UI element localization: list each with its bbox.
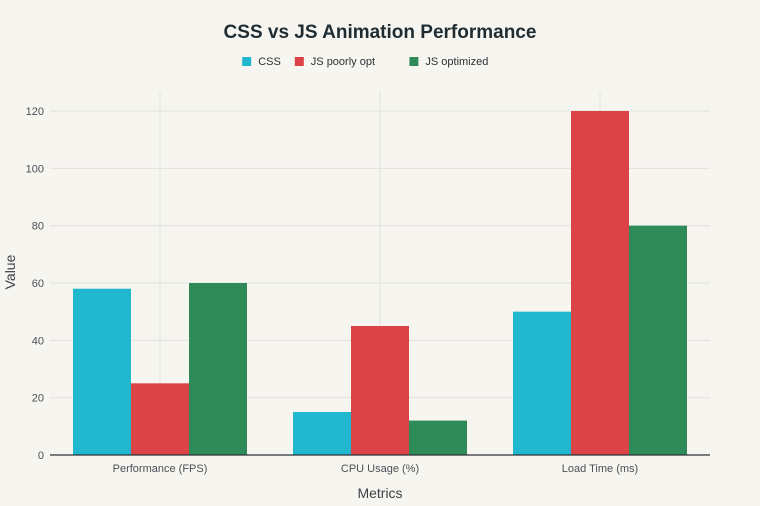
legend-item[interactable]: CSS bbox=[242, 56, 281, 68]
chart-title: CSS vs JS Animation Performance bbox=[224, 22, 537, 43]
y-tick-label: 60 bbox=[32, 278, 44, 290]
y-tick-label: 40 bbox=[32, 335, 44, 347]
bar bbox=[571, 111, 629, 455]
y-tick-label: 120 bbox=[26, 106, 44, 118]
y-tick-label: 0 bbox=[38, 450, 44, 462]
bar bbox=[629, 225, 687, 455]
legend-swatch bbox=[242, 57, 252, 66]
legend-label: CSS bbox=[258, 56, 281, 68]
bar bbox=[513, 311, 571, 455]
x-tick-label: Performance (FPS) bbox=[113, 463, 208, 475]
bar bbox=[131, 383, 189, 455]
axes: 0 20 40 60 80 100 120 Performance (FPS) CPU Usag… bbox=[26, 106, 710, 475]
bar bbox=[189, 283, 247, 455]
y-axis-label: Value bbox=[2, 254, 18, 289]
x-tick-label: Load Time (ms) bbox=[562, 463, 638, 475]
bar bbox=[409, 420, 467, 455]
legend-item[interactable]: JS poorly opt bbox=[294, 56, 375, 68]
legend-label: JS poorly opt bbox=[311, 56, 375, 68]
y-tick-label: 20 bbox=[32, 393, 44, 405]
y-tick-label: 100 bbox=[26, 163, 44, 175]
bar bbox=[293, 412, 351, 455]
bar bbox=[73, 288, 131, 455]
bar bbox=[351, 326, 409, 455]
legend-swatch bbox=[409, 57, 419, 66]
legend-label: JS optimized bbox=[425, 56, 488, 68]
legend-swatch bbox=[294, 57, 304, 66]
x-tick-label: CPU Usage (%) bbox=[341, 463, 419, 475]
legend-item[interactable]: JS optimized bbox=[409, 56, 488, 68]
chart-legend: CSS JS poorly opt JS optimized bbox=[242, 56, 488, 68]
x-axis-label: Metrics bbox=[357, 485, 402, 501]
bar-series bbox=[73, 111, 687, 455]
y-tick-label: 80 bbox=[32, 221, 44, 233]
